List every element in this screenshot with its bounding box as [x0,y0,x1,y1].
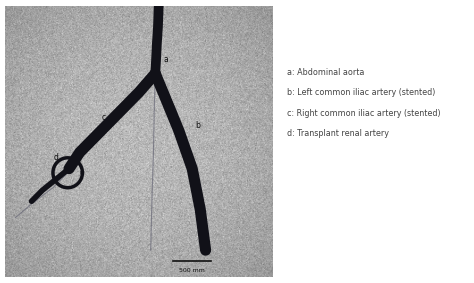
Text: c: c [102,113,106,122]
Text: a: a [163,55,168,65]
Text: b: b [195,121,200,130]
Text: a: Abdominal aorta: a: Abdominal aorta [287,68,365,77]
Text: 500 mm: 500 mm [179,268,205,273]
Text: c: Right common iliac artery (stented): c: Right common iliac artery (stented) [287,109,441,118]
Text: d: d [53,153,58,162]
Text: b: Left common iliac artery (stented): b: Left common iliac artery (stented) [287,88,436,97]
Text: d: Transplant renal artery: d: Transplant renal artery [287,129,389,138]
